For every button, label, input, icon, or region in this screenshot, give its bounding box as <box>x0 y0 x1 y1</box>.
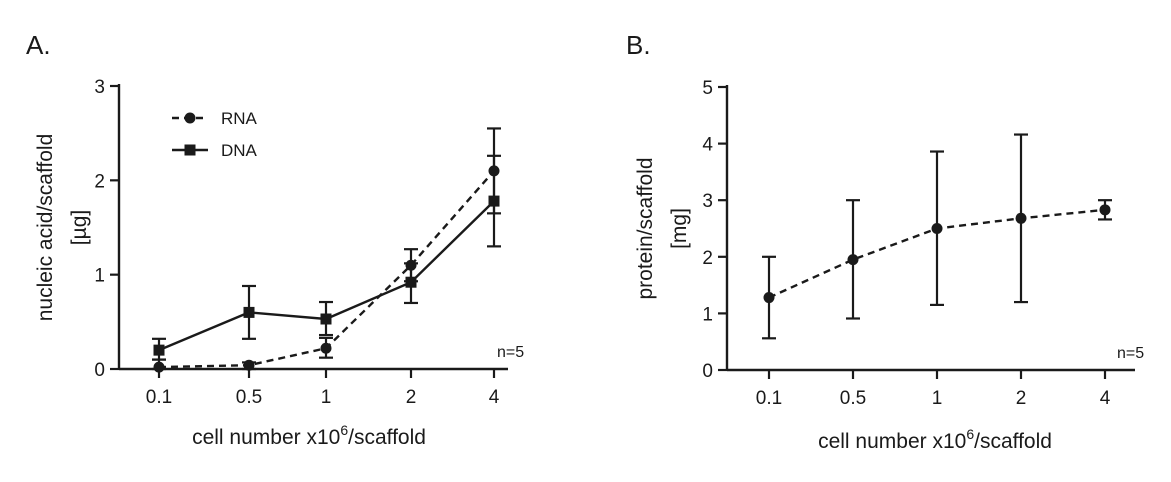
data-point <box>488 195 500 207</box>
data-point <box>763 292 775 304</box>
panel-label: A. <box>26 30 51 60</box>
panel-b: B. 0 1 2 3 4 5 0.1 0.5 1 2 4 protein/scaffold [mg] cel… <box>626 30 1144 453</box>
x-tick-label: 0.1 <box>146 387 172 408</box>
data-point <box>153 361 165 373</box>
y-axis-unit: [µg] <box>68 210 91 245</box>
data-point <box>153 344 165 356</box>
sample-size-note: n=5 <box>497 344 524 361</box>
y-tick-label: 2 <box>702 248 713 269</box>
y-tick-label: 1 <box>94 266 105 287</box>
data-point <box>243 359 255 371</box>
panel-label: B. <box>626 30 651 60</box>
x-tick-label: 2 <box>1016 388 1027 409</box>
data-point <box>243 306 255 318</box>
legend: RNA DNA <box>172 109 258 160</box>
series-dna <box>152 154 501 361</box>
y-tick-label: 4 <box>702 135 713 156</box>
x-axis-title-superscript: 6 <box>966 426 974 442</box>
x-axis-title-end: /scaffold <box>348 426 426 449</box>
x-axis-title-main: cell number x10 <box>192 426 340 449</box>
y-axis-title: nucleic acid/scaffold <box>34 134 57 322</box>
legend-marker <box>184 112 196 124</box>
x-axis-title: cell number x106/scaffold <box>818 426 1052 453</box>
y-axis-title: protein/scaffold <box>634 157 657 299</box>
x-tick-label: 0.5 <box>236 387 262 408</box>
legend-label: DNA <box>221 141 258 160</box>
x-tick-label: 1 <box>932 388 943 409</box>
data-point <box>931 223 943 234</box>
y-tick-label: 1 <box>702 304 713 325</box>
data-point <box>405 276 417 288</box>
legend-marker <box>184 144 196 156</box>
x-axis-title-end: /scaffold <box>974 430 1052 453</box>
y-tick-label: 0 <box>702 361 713 382</box>
x-tick-label: 1 <box>321 387 332 408</box>
x-tick-label: 2 <box>406 387 417 408</box>
sample-size-note: n=5 <box>1117 345 1144 362</box>
x-axis-title: cell number x106/scaffold <box>192 422 426 449</box>
data-point <box>320 342 332 354</box>
x-axis-title-superscript: 6 <box>340 422 348 438</box>
y-tick-label: 3 <box>94 77 105 98</box>
legend-label: RNA <box>221 109 258 128</box>
y-tick-label: 2 <box>94 171 105 192</box>
y-tick-label: 0 <box>94 360 105 381</box>
x-tick-label: 4 <box>1100 388 1111 409</box>
x-tick-label: 4 <box>489 387 500 408</box>
series-protein <box>762 133 1112 340</box>
y-tick-label: 3 <box>702 191 713 212</box>
data-point <box>1099 204 1111 216</box>
x-tick-label: 0.1 <box>756 388 782 409</box>
x-axis-title-main: cell number x10 <box>818 430 966 453</box>
data-point <box>320 313 332 325</box>
panel-a: A. 0 1 2 3 0.1 0.5 1 2 4 nucleic acid/scaffold [µg]… <box>26 30 524 449</box>
y-axis-unit: [mg] <box>668 208 691 249</box>
data-point <box>1015 212 1027 224</box>
x-tick-label: 0.5 <box>840 388 866 409</box>
y-tick-label: 5 <box>702 78 713 99</box>
data-point <box>847 254 859 266</box>
